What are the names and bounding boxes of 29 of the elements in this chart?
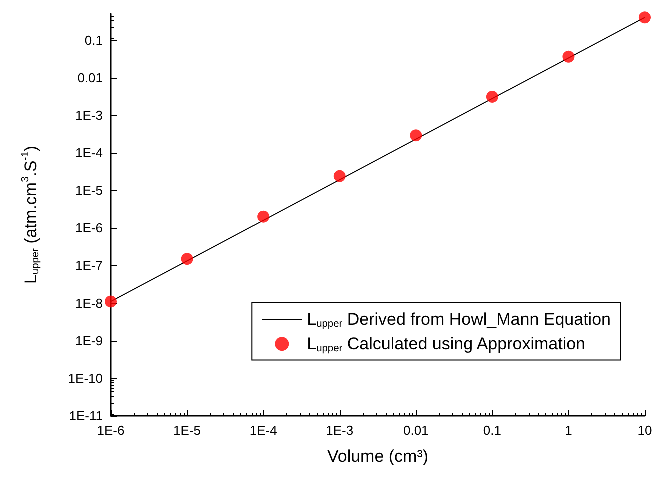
y-tick-label: 1E-7: [76, 258, 103, 274]
x-tick-label: 1E-5: [174, 423, 202, 438]
point: [258, 210, 270, 223]
x-tick-label: 1: [565, 423, 572, 438]
x-tick-label: 0.1: [483, 423, 502, 438]
point: [181, 253, 194, 266]
y-tick-label: 1E-9: [76, 333, 103, 348]
x-axis-title: Volume (cm³): [327, 447, 429, 466]
point: [334, 170, 346, 182]
y-tick-label: 1E-10: [68, 370, 103, 386]
y-tick-label: 0.01: [78, 70, 103, 86]
y-tick-label: 1E-5: [76, 183, 103, 198]
x-tick-label: 10: [638, 423, 652, 438]
y-axis-title: Lupper (atm.cm3.S-1): [20, 146, 42, 284]
x-tick-label: 1E-6: [97, 423, 125, 438]
point: [639, 12, 651, 24]
y-tick-label: 1E-4: [76, 145, 103, 160]
y-tick-label: 1E-11: [69, 408, 103, 424]
point: [486, 90, 498, 103]
point: [562, 50, 575, 63]
x-tick-label: 0.01: [403, 423, 429, 438]
x-tick-label: 1E-4: [250, 423, 278, 438]
y-tick-label: 1E-3: [76, 108, 103, 123]
point: [410, 130, 422, 142]
y-tick-label: 1E-8: [76, 296, 103, 311]
y-tick-label: 1E-6: [76, 220, 103, 236]
x-tick-label: 1E-3: [326, 423, 354, 438]
point: [105, 296, 117, 308]
y-tick-label: 0.1: [84, 32, 103, 48]
